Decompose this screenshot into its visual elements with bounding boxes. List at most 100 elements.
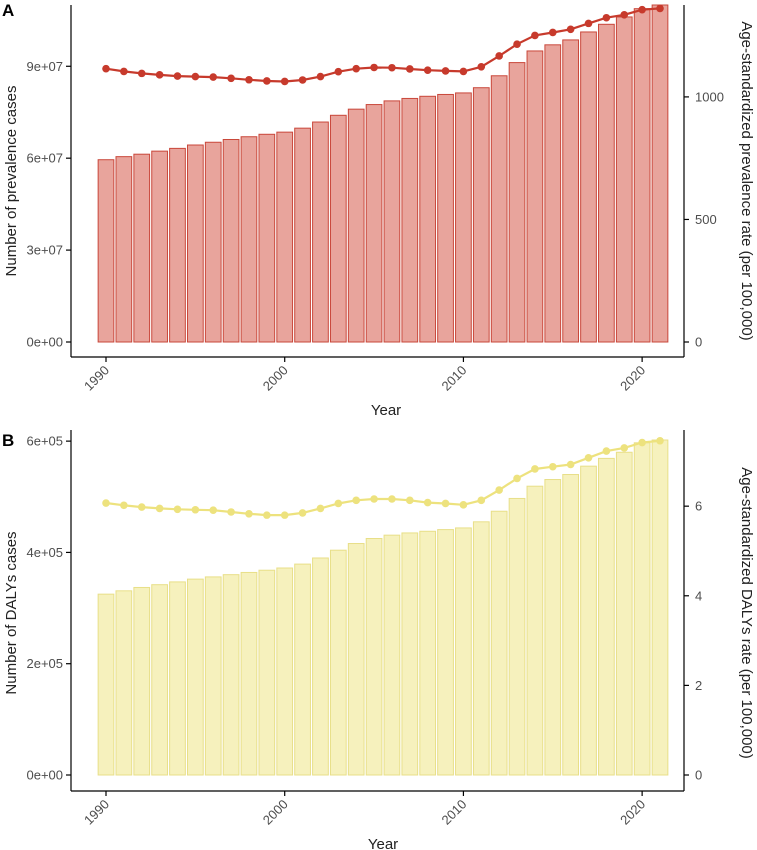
- bar-2019: [615, 451, 633, 776]
- rate-point-1994: [173, 72, 182, 80]
- bar-2016: [562, 39, 580, 343]
- rate-point-2013: [513, 40, 521, 49]
- bar-2010: [455, 92, 472, 343]
- bar-2007: [401, 97, 419, 343]
- rate-point-1992: [137, 69, 146, 78]
- rate-point-2009: [441, 67, 450, 75]
- rate-point-2018: [602, 447, 611, 455]
- bar-1997: [222, 138, 240, 343]
- bar-1991: [115, 156, 133, 343]
- bar-2012: [490, 510, 508, 776]
- y2-tick-label: 1000: [695, 89, 724, 104]
- rate-point-2015: [548, 462, 557, 471]
- rate-point-1997: [227, 508, 235, 516]
- bar-2003: [329, 114, 347, 343]
- bar-1999: [258, 133, 276, 343]
- rate-point-2006: [388, 63, 396, 72]
- bar-2018: [598, 457, 615, 776]
- rate-point-2019: [620, 11, 629, 19]
- panel-b-rate-points: [102, 436, 664, 519]
- y-tick-label: 6e+05: [26, 434, 63, 449]
- y2-tick-label: 0: [695, 768, 702, 783]
- bar-1998: [240, 571, 258, 776]
- rate-point-2019: [620, 444, 629, 452]
- rate-point-2011: [477, 496, 486, 505]
- rate-point-2002: [316, 504, 325, 513]
- bar-1991: [115, 590, 133, 776]
- bar-1995: [186, 144, 204, 343]
- bar-1994: [169, 147, 186, 343]
- rate-point-1996: [209, 73, 218, 81]
- y-tick-label: 0e+00: [26, 768, 63, 783]
- panel-b-x-ticks: 1990 2000 2010 2020: [81, 791, 648, 828]
- y-tick-label: 0e+00: [26, 335, 63, 350]
- rate-point-1991: [120, 67, 128, 76]
- rate-point-2001: [298, 76, 307, 84]
- panel-b-left-ticks: 0e+00 2e+05 4e+05 6e+05: [26, 434, 71, 783]
- bar-2014: [526, 50, 544, 343]
- bar-2004: [347, 108, 365, 343]
- panel-a-bars: [97, 4, 669, 343]
- rate-point-1994: [173, 505, 182, 514]
- bar-1992: [133, 153, 151, 343]
- bar-2000: [276, 131, 294, 343]
- y-tick-label: 9e+07: [26, 59, 63, 74]
- bar-2001: [294, 563, 311, 776]
- panel-b-y-title: Number of DALYs cases: [3, 531, 20, 694]
- panel-b-y2-title: Age-standardized DALYs rate (per 100,000…: [738, 467, 755, 759]
- x-tick-label: 2020: [617, 797, 648, 828]
- rate-point-1998: [245, 509, 253, 518]
- bar-1996: [204, 141, 222, 343]
- rate-point-2005: [370, 63, 378, 72]
- y-tick-label: 3e+07: [26, 243, 63, 258]
- bar-2020: [633, 8, 651, 343]
- y2-tick-label: 6: [695, 499, 702, 514]
- x-tick-label: 2020: [617, 363, 648, 394]
- rate-point-2014: [531, 31, 539, 40]
- panel-b-right-ticks: 0 2 4 6: [684, 499, 702, 783]
- rate-point-2004: [352, 496, 360, 505]
- rate-point-2004: [352, 64, 360, 73]
- bar-2015: [544, 479, 562, 776]
- rate-point-1993: [155, 504, 164, 513]
- bar-2013: [508, 62, 526, 343]
- rate-point-2016: [566, 460, 575, 469]
- rate-point-2009: [441, 499, 450, 508]
- rate-point-2008: [423, 66, 432, 74]
- rate-point-2003: [334, 499, 343, 508]
- rate-point-2010: [459, 67, 468, 76]
- bar-1994: [169, 581, 186, 776]
- bar-1999: [258, 569, 276, 776]
- x-tick-label: 2000: [260, 363, 291, 394]
- rate-point-2005: [370, 495, 378, 503]
- bar-2014: [526, 485, 544, 776]
- bar-2000: [276, 567, 294, 776]
- bar-2011: [472, 521, 490, 776]
- bar-2002: [312, 557, 329, 776]
- bar-2004: [347, 543, 365, 776]
- bar-1997: [222, 574, 240, 776]
- bar-2001: [294, 127, 311, 343]
- bar-2006: [383, 534, 401, 776]
- y2-tick-label: 500: [695, 212, 717, 227]
- bar-2012: [490, 75, 508, 343]
- bar-2013: [508, 497, 526, 776]
- bar-2021: [651, 4, 669, 343]
- bar-1996: [204, 576, 222, 776]
- y2-tick-label: 4: [695, 588, 702, 603]
- panel-a-left-ticks: 0e+00 3e+07 6e+07 9e+07: [26, 59, 71, 350]
- rate-point-2017: [584, 19, 593, 28]
- panel-a-y2-title: Age-standardized prevalence rate (per 10…: [738, 21, 755, 340]
- panel-b-bars: [97, 439, 669, 776]
- panel-a-x-title: Year: [371, 402, 401, 419]
- panel-a-x-ticks: 1990 2000 2010 2020: [81, 357, 648, 394]
- rate-point-2021: [656, 436, 664, 445]
- bar-2009: [437, 529, 454, 776]
- bar-2010: [455, 527, 472, 776]
- rate-point-1992: [137, 503, 146, 511]
- rate-point-1995: [191, 72, 200, 81]
- rate-point-2021: [656, 4, 664, 13]
- rate-point-1990: [102, 499, 110, 507]
- panel-a-y-title: Number of prevalence cases: [3, 86, 20, 277]
- panel-a-letter: A: [2, 1, 14, 20]
